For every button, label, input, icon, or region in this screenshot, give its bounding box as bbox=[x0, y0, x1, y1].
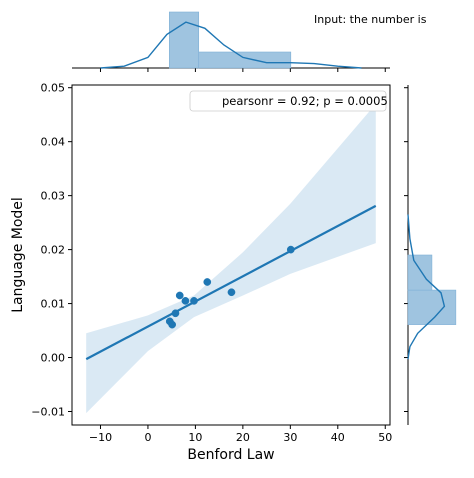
y-tick-label: −0.01 bbox=[31, 406, 65, 419]
x-tick-label: −10 bbox=[89, 431, 112, 444]
y-tick-label: 0.02 bbox=[41, 244, 66, 257]
marginal-x-bar bbox=[198, 51, 292, 69]
data-point bbox=[175, 291, 184, 300]
confidence-band bbox=[86, 103, 376, 414]
legend-layer: pearsonr = 0.92; p = 0.0005 bbox=[189, 90, 388, 112]
axes-layer: −10 0 10 20 30 40 50 −0.01 0.00 0.01 0.02 0.03 0.04 0… bbox=[31, 82, 392, 444]
data-point bbox=[171, 309, 180, 318]
marginal-y-kde bbox=[407, 214, 446, 360]
regression-line bbox=[85, 204, 377, 361]
data-point bbox=[286, 245, 295, 254]
x-tick-label: 30 bbox=[283, 431, 297, 444]
x-tick-label: 0 bbox=[144, 431, 151, 444]
x-tick-label: 10 bbox=[188, 431, 202, 444]
x-tick-label: 50 bbox=[378, 431, 392, 444]
points-layer bbox=[165, 245, 295, 329]
x-tick-label: 40 bbox=[331, 431, 345, 444]
data-point bbox=[203, 278, 212, 286]
y-tick-label: 0.04 bbox=[41, 136, 66, 149]
data-point bbox=[168, 320, 176, 329]
data-point bbox=[181, 297, 190, 305]
marginal-x-bar bbox=[168, 11, 200, 69]
y-tick-label: 0.05 bbox=[41, 82, 66, 95]
y-axis-label: Language Model bbox=[10, 197, 26, 313]
legend-box bbox=[189, 90, 387, 112]
y-tick-label: 0.03 bbox=[41, 190, 66, 203]
x-axis-label: Benford Law bbox=[187, 447, 274, 463]
data-point bbox=[190, 297, 198, 305]
x-tick-label: 20 bbox=[236, 431, 250, 444]
y-tick-label: 0.00 bbox=[41, 352, 66, 365]
marginal-x-kde bbox=[100, 21, 362, 69]
y-tick-label: 0.01 bbox=[41, 298, 66, 311]
regression-line-layer bbox=[85, 204, 377, 361]
main-axes-frame bbox=[71, 84, 391, 426]
confidence-band-layer bbox=[86, 103, 376, 414]
marginal-y-layer bbox=[404, 85, 457, 425]
marginal-x-layer bbox=[72, 11, 390, 72]
data-point bbox=[227, 288, 236, 297]
annotation-text: Input: the number is bbox=[314, 13, 427, 26]
marginal-y-bar bbox=[407, 254, 433, 291]
legend-text: pearsonr = 0.92; p = 0.0005 bbox=[222, 94, 388, 108]
